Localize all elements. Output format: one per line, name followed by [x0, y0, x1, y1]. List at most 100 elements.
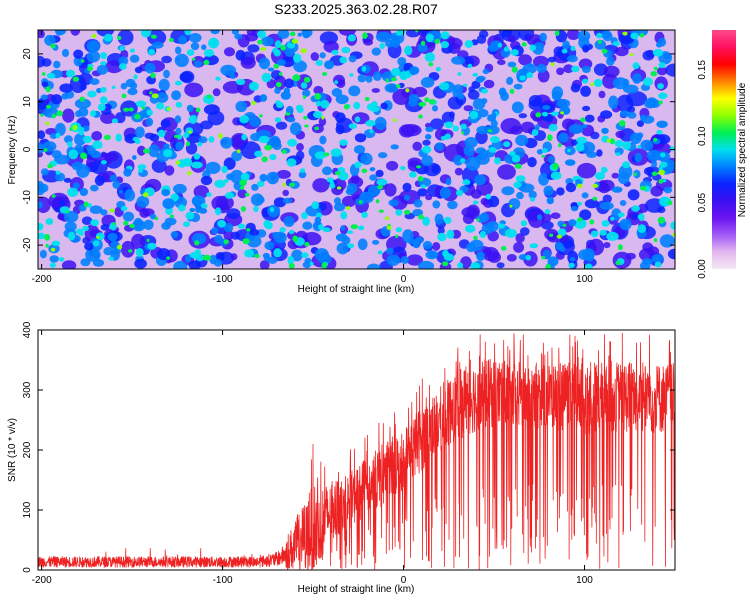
heatmap-cell [298, 171, 307, 179]
heatmap-cell [220, 136, 233, 149]
heatmap-cell [289, 182, 295, 187]
heatmap-cell [82, 135, 92, 144]
heatmap-cell [150, 72, 156, 79]
heatmap-cell [364, 96, 370, 102]
heatmap-cell [497, 59, 506, 66]
heatmap-cell [152, 41, 164, 49]
heatmap-cell [80, 258, 91, 267]
heatmap-cell [577, 217, 583, 222]
heatmap-cell [576, 183, 583, 188]
heatmap-cell [100, 52, 108, 60]
heatmap-cell [155, 216, 159, 221]
heatmap-cell [122, 211, 135, 222]
heatmap-cell [432, 105, 438, 112]
heatmap-cell [319, 52, 326, 59]
heatmap-cell [536, 63, 547, 73]
heatmap-cell [322, 227, 331, 233]
heatmap-cell [257, 39, 263, 45]
heatmap-cell [391, 67, 401, 77]
heatmap-cell [480, 88, 489, 94]
heatmap-cell [300, 82, 308, 89]
heatmap-cell [434, 38, 440, 44]
heatmap-cell [194, 240, 200, 246]
heatmap-cell [467, 89, 480, 100]
heatmap-cell [425, 33, 434, 43]
heatmap-cell [440, 31, 450, 40]
heatmap-cell [166, 107, 172, 111]
heatmap-cell [360, 152, 373, 165]
heatmap-cell [609, 138, 616, 145]
heatmap-cell [100, 224, 110, 231]
heatmap-cell [338, 171, 349, 181]
heatmap-cell [453, 84, 464, 94]
heatmap-cell [445, 177, 452, 186]
snr-xlabel: Height of straight line (km) [298, 584, 415, 595]
heatmap-cell [115, 133, 122, 142]
heatmap-cell [603, 242, 611, 249]
heatmap-cell [526, 72, 533, 79]
heatmap-cell [619, 120, 626, 127]
heatmap-cell [441, 111, 455, 125]
heatmap-cell [619, 110, 630, 118]
heatmap-cell [224, 47, 235, 57]
heatmap-cell [156, 102, 165, 110]
heatmap-cell [562, 40, 570, 50]
heatmap-cell [656, 42, 663, 48]
heatmap-cell [239, 179, 247, 186]
heatmap-cell [303, 115, 308, 120]
heatmap-cell [318, 224, 324, 231]
heatmap-cell [288, 229, 295, 235]
heatmap-cell [321, 116, 325, 120]
heatmap-cell [610, 216, 615, 221]
heatmap-cell [135, 248, 144, 257]
heatmap-cell [264, 241, 275, 251]
heatmap-cell [188, 260, 201, 269]
heatmap-cell [350, 224, 358, 230]
heatmap-cell [498, 30, 513, 38]
heatmap-cell [511, 154, 521, 163]
heatmap-cell [202, 254, 212, 261]
heatmap-xlabel: Height of straight line (km) [298, 284, 415, 295]
heatmap-cell [635, 134, 642, 141]
heatmap-cell [557, 228, 567, 237]
heatmap-cell [470, 262, 481, 269]
heatmap-cell [631, 213, 638, 221]
heatmap-cell [45, 121, 50, 125]
heatmap-cell [137, 164, 147, 170]
heatmap-cell [264, 221, 273, 230]
heatmap-cell [331, 88, 343, 97]
heatmap-cell [601, 30, 612, 39]
heatmap-cell [289, 31, 296, 37]
heatmap-cell [288, 263, 295, 269]
heatmap-cell [440, 41, 450, 49]
heatmap-cell [276, 59, 286, 66]
colorbar-tick-label: 0.15 [697, 60, 708, 80]
heatmap-cell [55, 30, 67, 36]
heatmap-cell [581, 192, 589, 199]
heatmap-cell [335, 94, 349, 105]
heatmap-cell [369, 167, 376, 172]
heatmap-cell [527, 209, 545, 229]
heatmap-cell [566, 30, 580, 40]
heatmap-cell [38, 232, 45, 240]
heatmap-cell [299, 168, 306, 173]
heatmap-cell [528, 190, 537, 199]
heatmap-cell [653, 238, 658, 243]
heatmap-cell [353, 101, 361, 110]
heatmap-cell [642, 50, 655, 61]
heatmap-cell [175, 127, 182, 135]
heatmap-cell [315, 212, 323, 218]
heatmap-cell [617, 171, 630, 185]
heatmap-cell [273, 63, 280, 69]
heatmap-cell [221, 165, 228, 174]
heatmap-cell [218, 133, 223, 139]
heatmap-cell [651, 160, 658, 168]
heatmap-cell [174, 80, 182, 86]
heatmap-cell [447, 200, 458, 210]
heatmap-cell [296, 106, 304, 113]
heatmap-cell [100, 61, 107, 66]
heatmap-cell [129, 48, 135, 53]
heatmap-cell [551, 62, 555, 67]
heatmap-cell [112, 180, 121, 189]
colorbar-tick-label: 0.05 [697, 192, 708, 212]
